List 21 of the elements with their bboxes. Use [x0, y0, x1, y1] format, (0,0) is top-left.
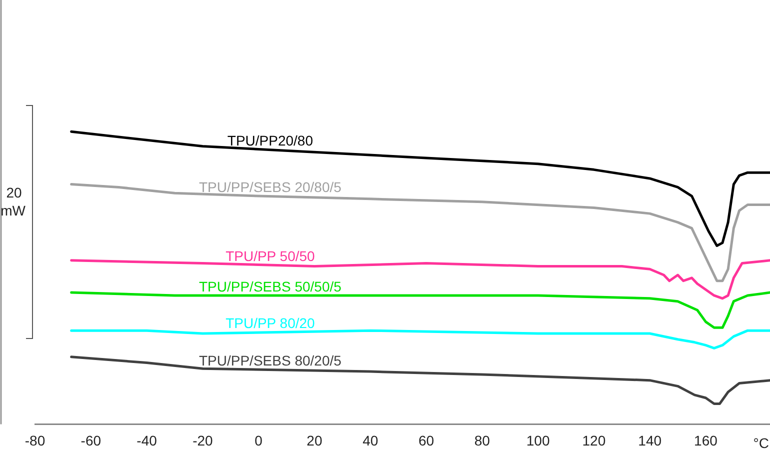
x-tick-label: 80	[474, 432, 490, 448]
series-label: TPU/PP20/80	[227, 132, 314, 149]
x-tick-label: 100	[526, 432, 550, 448]
x-tick-label: 120	[582, 432, 606, 448]
x-tick-label: 140	[638, 432, 662, 448]
series-label: TPU/PP/SEBS 50/50/5	[198, 278, 342, 294]
x-tick-label: 0	[254, 432, 263, 448]
series-label: TPU/PP 80/20	[226, 315, 316, 332]
x-tick-label: 20	[306, 432, 322, 448]
x-tick-label: -80	[24, 432, 46, 448]
x-tick-label: 60	[418, 432, 434, 448]
series-label: TPU/PP 50/50	[226, 248, 316, 264]
x-axis-title: °C	[753, 435, 769, 452]
series-label: TPU/PP/SEBS 80/20/5	[198, 352, 342, 369]
x-tick-label: 40	[362, 432, 378, 448]
x-tick-label: 160	[694, 432, 718, 448]
series-label: TPU/PP/SEBS 20/80/5	[198, 179, 342, 196]
x-tick-label: -60	[80, 432, 102, 448]
x-tick-label: -20	[192, 432, 214, 448]
y-axis-title: 20 mW	[0, 184, 26, 218]
x-tick-label: -40	[136, 432, 158, 448]
